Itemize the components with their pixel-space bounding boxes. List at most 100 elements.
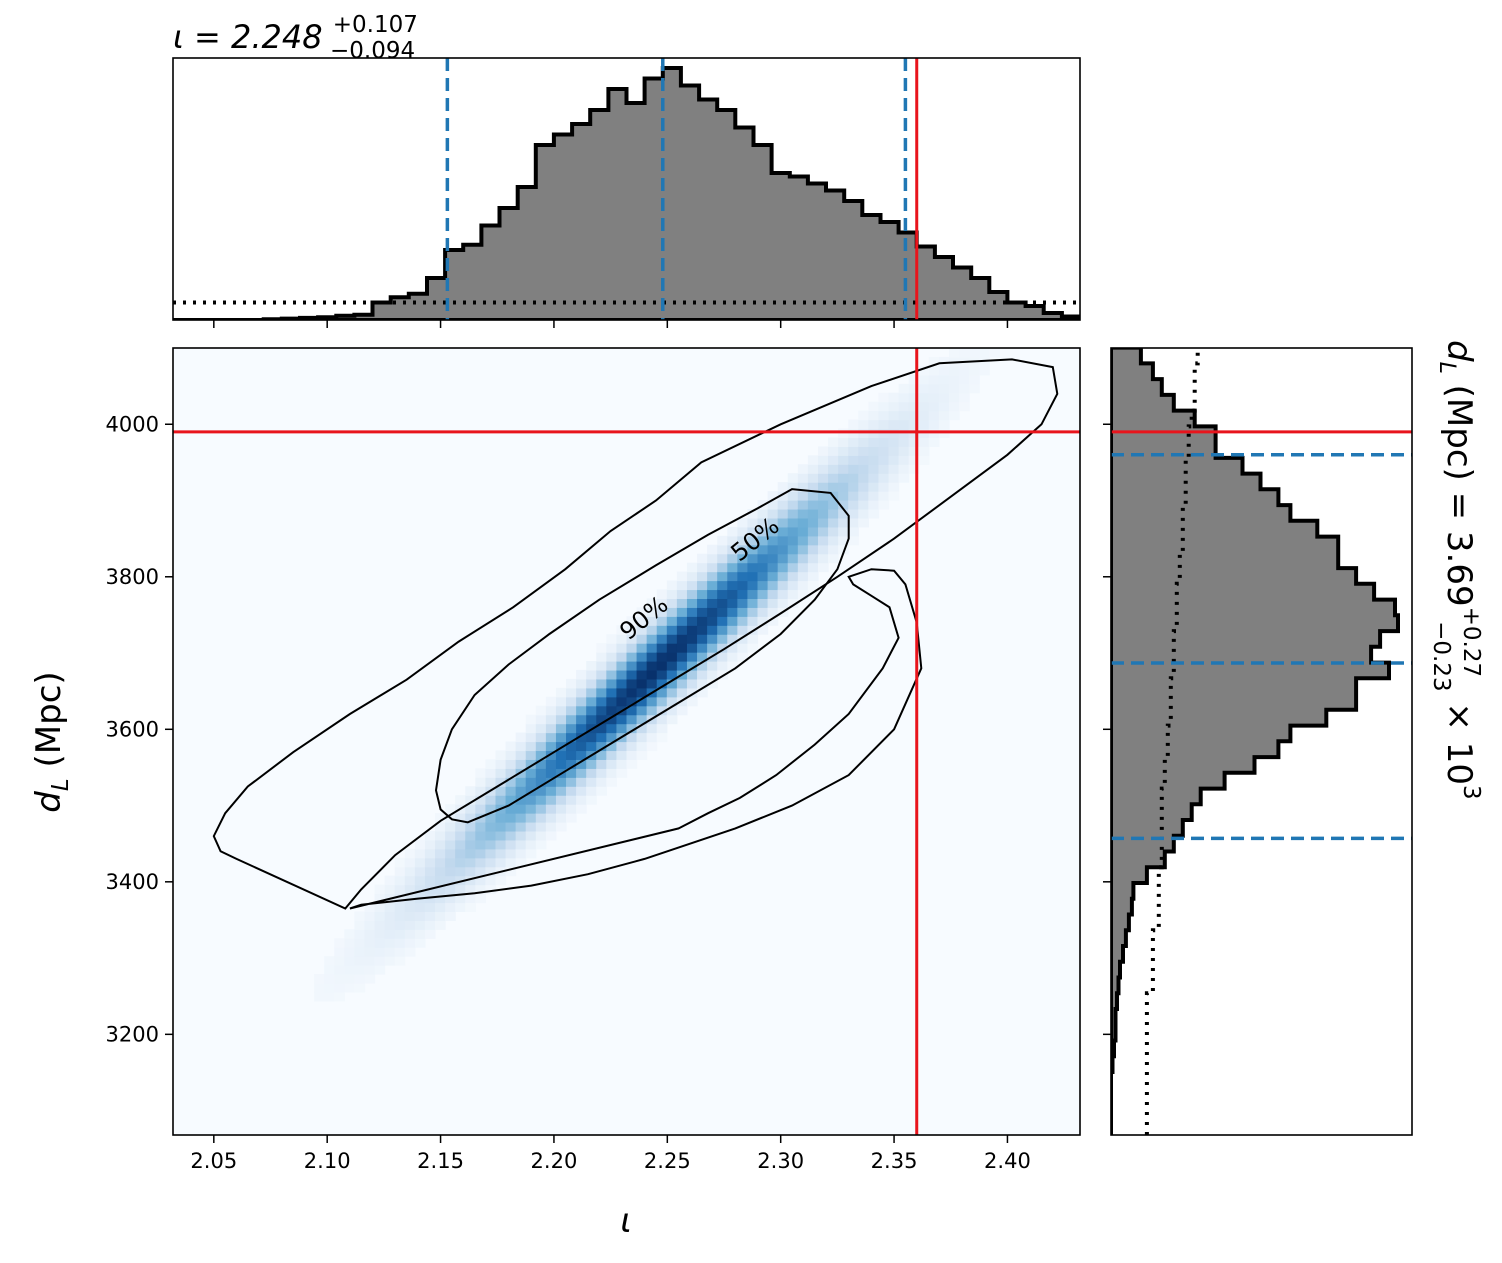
density-cell <box>717 562 728 573</box>
density-cell <box>606 714 618 725</box>
density-cell <box>697 607 708 617</box>
density-cell <box>797 464 809 474</box>
right-marginal-histogram <box>1111 348 1412 1135</box>
density-cell <box>777 508 789 519</box>
density-cell <box>797 473 809 483</box>
density-cell <box>334 947 345 957</box>
density-cell <box>747 526 759 537</box>
density-cell <box>717 643 728 653</box>
density-cell <box>515 804 527 814</box>
density-cell <box>424 866 436 877</box>
density-cell <box>747 553 759 564</box>
density-cell <box>747 634 759 644</box>
density-cell <box>797 491 809 501</box>
density-cell <box>666 634 678 644</box>
density-cell <box>858 491 869 501</box>
density-cell <box>767 562 779 573</box>
density-cell <box>465 804 476 814</box>
density-cell <box>545 732 557 743</box>
density-cell <box>626 625 638 635</box>
density-cell <box>616 669 628 680</box>
density-cell <box>888 473 900 483</box>
density-cell <box>747 643 759 653</box>
density-cell <box>686 643 698 653</box>
density-cell <box>414 938 426 948</box>
top-panel-ticks <box>213 320 1009 328</box>
density-cell <box>737 643 749 653</box>
density-cell <box>576 795 587 805</box>
density-cell <box>445 902 456 913</box>
density-cell <box>566 714 577 725</box>
density-cell <box>475 786 487 796</box>
density-cell <box>959 365 970 376</box>
density-cell <box>938 383 950 394</box>
density-cell <box>414 920 426 930</box>
density-cell <box>626 643 638 653</box>
density-cell <box>616 696 628 707</box>
density-cell <box>828 482 839 492</box>
density-cell <box>636 669 648 680</box>
density-cell <box>616 714 628 725</box>
density-cell <box>928 365 940 376</box>
density-cell <box>485 857 497 868</box>
density-cell <box>465 813 476 823</box>
density-cell <box>858 410 869 421</box>
density-cell <box>717 669 728 680</box>
density-cell <box>697 598 708 608</box>
density-cell <box>334 974 345 984</box>
density-cell <box>626 652 638 662</box>
density-cell <box>626 634 638 644</box>
density-cell <box>807 553 819 564</box>
density-cell <box>828 544 839 555</box>
density-cell <box>465 821 476 832</box>
density-cell <box>545 786 557 796</box>
density-cell <box>727 526 738 537</box>
density-cell <box>737 553 749 564</box>
density-cell <box>686 696 698 707</box>
density-cell <box>445 821 456 832</box>
density-cell <box>817 517 829 528</box>
density-cell <box>334 991 345 1002</box>
density-cell <box>686 598 698 608</box>
density-cell <box>888 419 900 430</box>
density-cell <box>566 741 577 752</box>
density-cell <box>767 491 779 501</box>
density-cell <box>686 678 698 689</box>
density-cell <box>918 392 930 403</box>
density-cell <box>324 982 335 993</box>
density-cell <box>414 902 426 913</box>
density-cell <box>535 804 547 814</box>
density-cell <box>465 866 476 877</box>
density-cell <box>566 795 577 805</box>
density-cell <box>505 821 517 832</box>
density-cell <box>626 741 638 752</box>
density-cell <box>364 965 376 975</box>
density-cell <box>666 652 678 662</box>
density-cell <box>868 455 880 465</box>
density-cell <box>394 920 406 930</box>
density-cell <box>868 410 880 421</box>
density-cell <box>404 947 416 957</box>
density-cell <box>555 741 567 752</box>
density-cell <box>424 929 436 939</box>
density-cell <box>747 589 759 600</box>
density-cell <box>334 982 345 993</box>
density-cell <box>727 607 738 617</box>
density-cell <box>727 589 738 600</box>
density-cell <box>868 401 880 412</box>
density-cell <box>666 669 678 680</box>
density-cell <box>908 455 920 465</box>
density-cell <box>676 580 688 591</box>
density-cell <box>394 884 406 895</box>
density-cell <box>807 491 819 501</box>
density-cell <box>626 705 638 716</box>
density-cell <box>596 750 607 760</box>
density-cell <box>314 991 325 1002</box>
density-cell <box>566 813 577 823</box>
density-cell <box>838 526 849 537</box>
density-cell <box>576 768 587 778</box>
density-cell <box>727 580 738 591</box>
density-cell <box>757 625 769 635</box>
density-cell <box>707 643 718 653</box>
